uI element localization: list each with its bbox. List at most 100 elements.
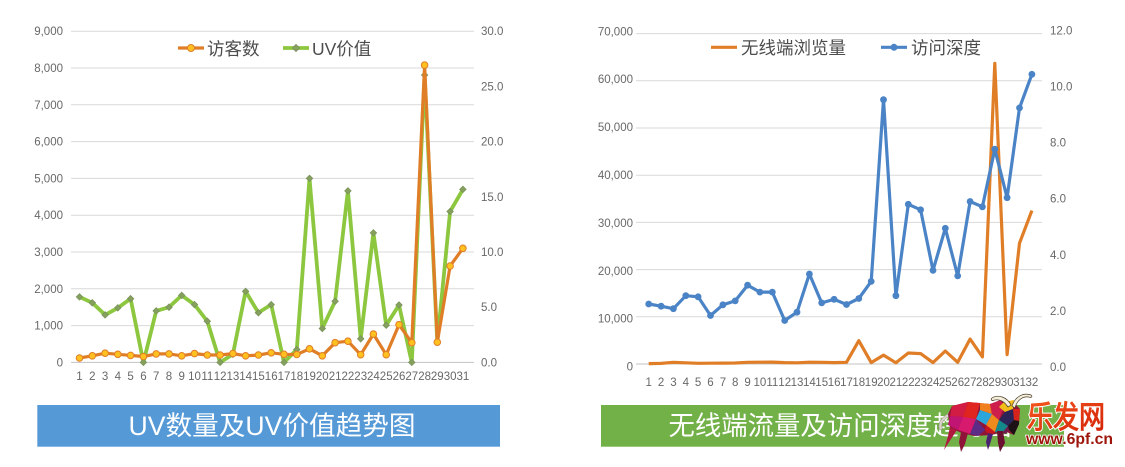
- svg-text:2: 2: [89, 371, 95, 383]
- svg-text:11: 11: [766, 377, 778, 389]
- svg-text:1: 1: [76, 371, 82, 383]
- svg-text:4: 4: [683, 377, 690, 389]
- svg-text:10: 10: [188, 371, 201, 383]
- svg-text:4.0: 4.0: [1050, 250, 1066, 262]
- svg-text:40,000: 40,000: [598, 170, 633, 182]
- svg-text:16: 16: [265, 371, 278, 383]
- svg-text:15.0: 15.0: [481, 192, 503, 204]
- svg-text:18: 18: [852, 377, 865, 389]
- svg-text:8.0: 8.0: [1050, 138, 1066, 150]
- svg-text:31: 31: [457, 371, 470, 383]
- svg-text:15: 15: [815, 377, 828, 389]
- svg-text:24: 24: [927, 377, 940, 389]
- svg-text:2: 2: [658, 377, 664, 389]
- svg-text:UV价值: UV价值: [312, 39, 371, 59]
- svg-text:10.0: 10.0: [481, 247, 503, 259]
- svg-text:12: 12: [778, 377, 791, 389]
- svg-text:www.6pf.cn: www.6pf.cn: [1025, 431, 1113, 448]
- svg-text:25: 25: [939, 377, 952, 389]
- svg-text:13: 13: [791, 377, 804, 389]
- svg-text:17: 17: [278, 371, 291, 383]
- svg-text:70,000: 70,000: [598, 26, 633, 38]
- svg-text:26: 26: [393, 371, 406, 383]
- svg-text:32: 32: [1026, 377, 1039, 389]
- svg-text:26: 26: [951, 377, 964, 389]
- svg-text:7: 7: [720, 377, 726, 389]
- svg-text:4,000: 4,000: [34, 210, 63, 222]
- svg-text:8: 8: [166, 371, 172, 383]
- svg-text:6: 6: [140, 371, 146, 383]
- svg-text:30.0: 30.0: [481, 26, 503, 38]
- svg-text:18: 18: [290, 371, 303, 383]
- svg-text:24: 24: [367, 371, 380, 383]
- svg-text:2,000: 2,000: [34, 284, 63, 296]
- svg-text:14: 14: [239, 371, 252, 383]
- svg-text:8: 8: [732, 377, 738, 389]
- svg-text:30: 30: [444, 371, 457, 383]
- svg-text:0: 0: [627, 362, 633, 374]
- svg-text:3: 3: [670, 377, 676, 389]
- svg-text:0.0: 0.0: [1050, 362, 1066, 374]
- svg-text:9,000: 9,000: [34, 26, 63, 38]
- svg-text:访客数: 访客数: [207, 39, 260, 59]
- svg-text:3,000: 3,000: [34, 247, 63, 259]
- svg-text:22: 22: [902, 377, 915, 389]
- svg-text:22: 22: [342, 371, 355, 383]
- svg-text:23: 23: [914, 377, 927, 389]
- svg-text:20,000: 20,000: [598, 266, 633, 278]
- svg-text:12: 12: [214, 371, 227, 383]
- svg-text:3: 3: [102, 371, 108, 383]
- svg-text:25: 25: [380, 371, 393, 383]
- svg-text:25.0: 25.0: [481, 81, 503, 93]
- svg-text:9: 9: [744, 377, 750, 389]
- svg-text:29: 29: [988, 377, 1001, 389]
- svg-text:21: 21: [890, 377, 903, 389]
- svg-text:23: 23: [354, 371, 367, 383]
- svg-text:13: 13: [227, 371, 240, 383]
- svg-text:20.0: 20.0: [481, 137, 503, 149]
- svg-text:6.0: 6.0: [1050, 194, 1066, 206]
- svg-text:19: 19: [303, 371, 316, 383]
- svg-text:10: 10: [754, 377, 767, 389]
- svg-text:6,000: 6,000: [34, 137, 63, 149]
- svg-text:30,000: 30,000: [598, 218, 633, 230]
- svg-text:8,000: 8,000: [34, 63, 63, 75]
- svg-text:7: 7: [153, 371, 159, 383]
- svg-text:5.0: 5.0: [481, 302, 497, 314]
- svg-text:29: 29: [431, 371, 444, 383]
- svg-text:5: 5: [127, 371, 133, 383]
- svg-text:乐发网: 乐发网: [1027, 400, 1105, 435]
- svg-text:11: 11: [201, 371, 213, 383]
- svg-text:无线端浏览量: 无线端浏览量: [741, 38, 846, 58]
- svg-text:21: 21: [329, 371, 342, 383]
- svg-text:15: 15: [252, 371, 265, 383]
- svg-text:7,000: 7,000: [34, 100, 63, 112]
- svg-text:1,000: 1,000: [34, 321, 63, 333]
- svg-text:0.0: 0.0: [481, 357, 497, 369]
- svg-text:60,000: 60,000: [598, 74, 633, 86]
- svg-text:5,000: 5,000: [34, 173, 63, 185]
- svg-text:5: 5: [695, 377, 701, 389]
- svg-text:0: 0: [57, 357, 63, 369]
- svg-text:12.0: 12.0: [1050, 25, 1072, 37]
- svg-text:31: 31: [1013, 377, 1026, 389]
- svg-text:50,000: 50,000: [598, 122, 633, 134]
- svg-text:20: 20: [316, 371, 329, 383]
- svg-text:10,000: 10,000: [598, 314, 633, 326]
- svg-text:20: 20: [877, 377, 890, 389]
- svg-text:10.0: 10.0: [1050, 82, 1072, 94]
- svg-text:4: 4: [115, 371, 122, 383]
- svg-text:16: 16: [828, 377, 841, 389]
- svg-text:9: 9: [178, 371, 184, 383]
- svg-text:30: 30: [1001, 377, 1014, 389]
- svg-text:28: 28: [418, 371, 431, 383]
- svg-text:2.0: 2.0: [1050, 306, 1066, 318]
- svg-text:27: 27: [405, 371, 418, 383]
- svg-text:17: 17: [840, 377, 853, 389]
- svg-text:6: 6: [707, 377, 713, 389]
- svg-text:28: 28: [976, 377, 989, 389]
- svg-text:14: 14: [803, 377, 816, 389]
- svg-text:UV数量及UV价值趋势图: UV数量及UV价值趋势图: [129, 411, 416, 441]
- svg-text:27: 27: [964, 377, 977, 389]
- svg-text:1: 1: [645, 377, 651, 389]
